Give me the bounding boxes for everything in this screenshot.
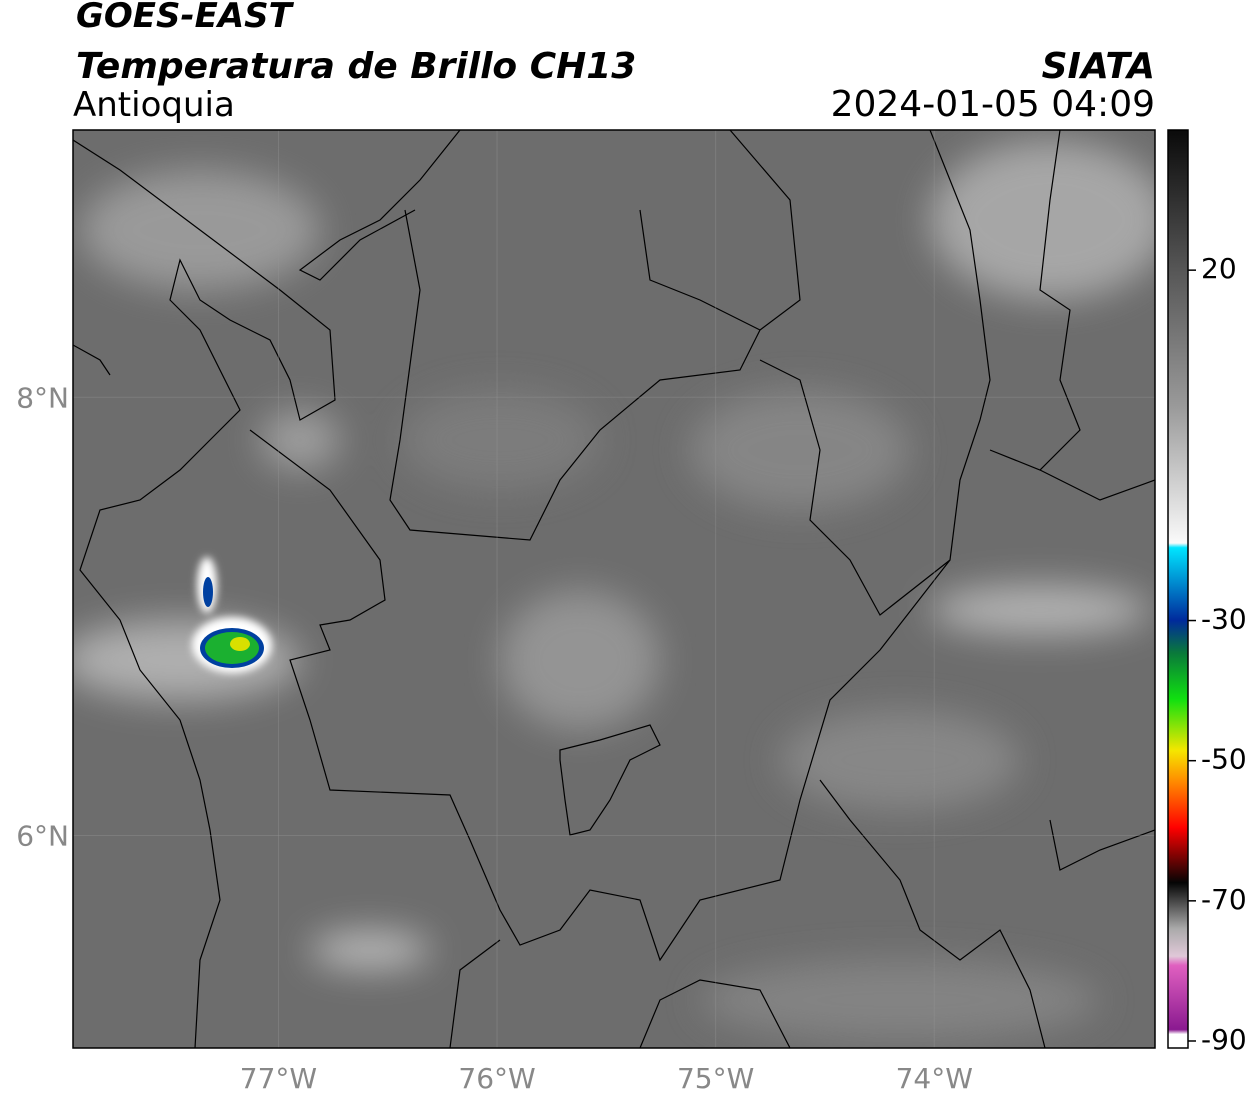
region: Antioquia xyxy=(73,85,235,125)
datetime: 2024-01-05 04:09 xyxy=(831,84,1155,125)
map-image xyxy=(73,130,1155,1048)
map-frame xyxy=(72,129,1156,1049)
y-tick-label: 8°N xyxy=(16,381,69,414)
colorbar-tick-label: 20 xyxy=(1201,252,1237,285)
x-tick-label: 74°W xyxy=(896,1062,973,1095)
y-tick-label: 6°N xyxy=(16,819,69,852)
colorbar xyxy=(1167,129,1189,1049)
x-tick-label: 76°W xyxy=(458,1062,535,1095)
source: SIATA xyxy=(1042,46,1155,87)
colorbar-tick-label: -50 xyxy=(1201,743,1247,776)
colorbar-tick-label: -30 xyxy=(1201,603,1247,636)
subtitle: Temperatura de Brillo CH13 xyxy=(76,46,636,87)
grid xyxy=(73,130,1155,1048)
title: GOES-EAST xyxy=(76,0,295,36)
x-tick-label: 75°W xyxy=(677,1062,754,1095)
colorbar-tick-label: -70 xyxy=(1201,883,1247,916)
x-tick-label: 77°W xyxy=(240,1062,317,1095)
colorbar-tick-label: -90 xyxy=(1201,1023,1247,1056)
